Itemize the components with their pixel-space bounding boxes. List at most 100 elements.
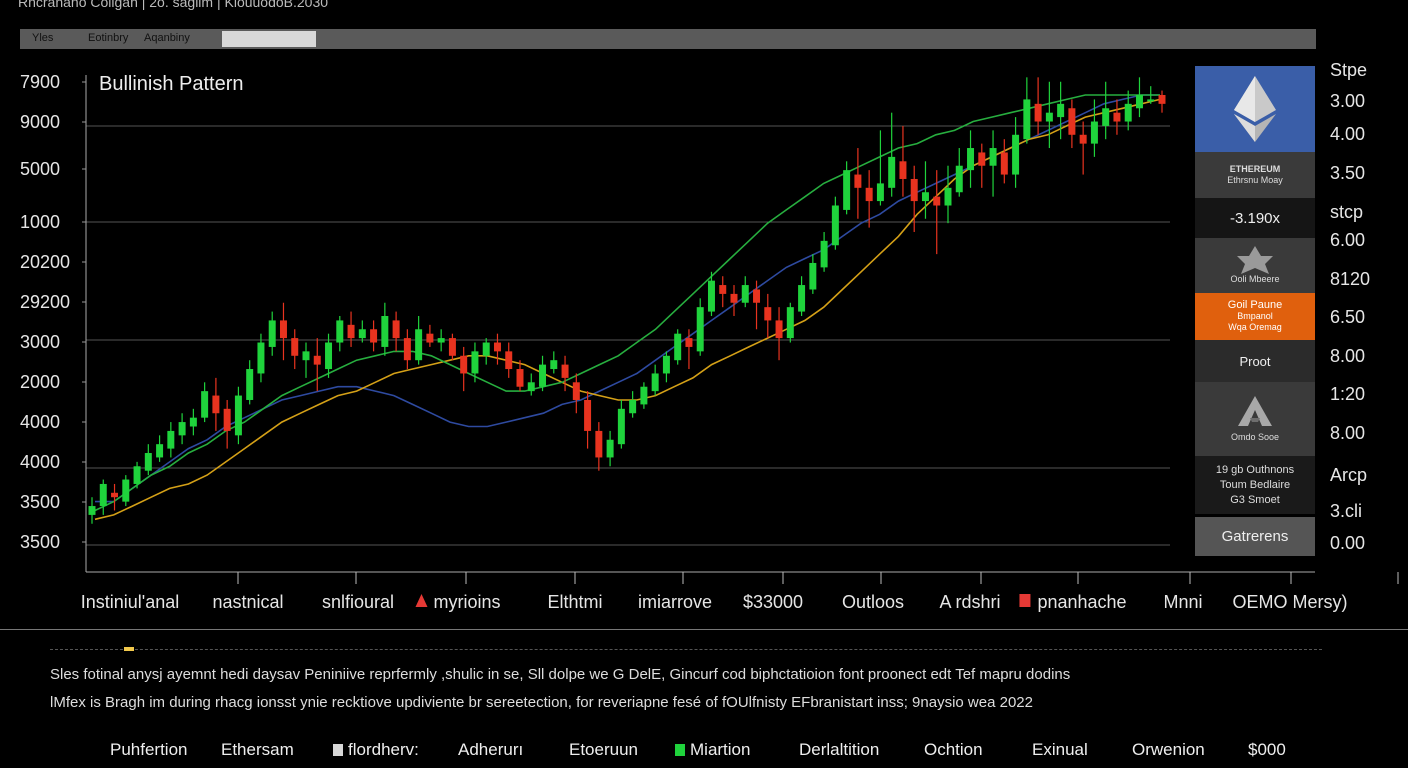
x-marker-triangle [415, 594, 428, 607]
panel-change-box: -3.190x [1195, 198, 1315, 238]
candle-bull [358, 329, 366, 339]
panel-name: ETHEREUM [1229, 164, 1281, 174]
y-tick-label: 9000 [20, 112, 60, 132]
footer-legend-item[interactable]: Exinual [1032, 740, 1088, 760]
candle-bull [178, 422, 186, 436]
candle-bull [741, 285, 749, 303]
x-tick-label: OEMO Mersy) [1233, 592, 1348, 612]
candle-bull [302, 351, 310, 361]
panel-highlight-box[interactable]: Goil Paune Bmpanol Wqa Oremag [1195, 293, 1315, 340]
candle-bear [910, 178, 918, 202]
candle-bull [651, 373, 659, 392]
panel-proot-box[interactable]: Proot [1195, 340, 1315, 382]
candle-bull [1045, 112, 1053, 122]
footer-legend-label: Ochtion [924, 740, 983, 759]
candle-bull [325, 342, 333, 370]
candle-bull [133, 466, 141, 484]
candle-bull [921, 192, 929, 202]
footer-legend-item[interactable]: Miartion [675, 740, 750, 760]
footer-legend-item[interactable]: Ochtion [924, 740, 983, 760]
candle-bear [1034, 103, 1042, 122]
footer-legend-item[interactable]: Derlaltition [799, 740, 879, 760]
candle-bull [674, 333, 682, 361]
candles [88, 77, 1166, 524]
footer-legend-label: Ethersam [221, 740, 294, 759]
ethereum-icon [1234, 76, 1276, 142]
candle-bull [539, 364, 547, 387]
x-tick-label: Elthtmi [547, 592, 602, 612]
panel-name-sub: Ethrsnu Moay [1227, 175, 1283, 185]
panel-name-box: ETHEREUM Ethrsnu Moay [1195, 152, 1315, 198]
candle-bear [347, 324, 355, 339]
panel-star-box[interactable]: Ooli Mbeere [1195, 238, 1315, 293]
candle-bear [1079, 134, 1087, 144]
candle-bear [719, 285, 727, 294]
x-tick-label: imiarrove [638, 592, 712, 612]
candle-bull [944, 187, 952, 206]
candle-bear [685, 338, 693, 347]
y-tick-label: 2000 [20, 372, 60, 392]
candle-bull [550, 360, 558, 370]
footer-legend-label: Exinual [1032, 740, 1088, 759]
footer-legend-item[interactable]: Puhfertion [110, 740, 188, 760]
panel-stats-line1: 19 gb Outhnons [1215, 463, 1295, 476]
panel-logo2-label: Omdo Sooe [1230, 431, 1280, 442]
description-line-1: Sles fotinal anysj ayemnt hedi daysav Pe… [50, 666, 1071, 683]
footer-legend-item[interactable]: $000 [1248, 740, 1286, 760]
panel-stats-box: 19 gb Outhnons Toum Bedlaire G3 Smoet [1195, 456, 1315, 514]
y-tick-label: 1000 [20, 212, 60, 232]
candle-bull [415, 329, 423, 361]
x-axis: Instiniul'anal nastnical snlfioural myrioin… [81, 572, 1399, 612]
header-topline: Rncranano Coligan | 2o. saglim | Kiouuod… [18, 0, 329, 10]
right-axis-label: 6.00 [1330, 230, 1366, 250]
candle-bull [1023, 99, 1031, 140]
candle-bear [1068, 108, 1076, 135]
footer-legend-item[interactable]: Adherurı [458, 740, 523, 760]
candle-bull [1090, 121, 1098, 144]
candle-bear [764, 307, 772, 321]
dashed-divider [50, 649, 1322, 650]
footer-legend-item[interactable]: Ethersam [221, 740, 294, 760]
candle-bear [854, 174, 862, 188]
star-badge-icon [1237, 246, 1273, 274]
slider-indicator[interactable] [124, 647, 134, 651]
legend-swatch [675, 744, 685, 756]
panel-logo-box[interactable] [1195, 66, 1315, 152]
candle-bear [493, 342, 501, 352]
panel-logo2-box[interactable]: Omdo Sooe [1195, 382, 1315, 456]
candle-bull [1057, 103, 1065, 118]
candle-bear [595, 430, 603, 458]
footer-legend-label: Puhfertion [110, 740, 188, 759]
y-tick-label: 5000 [20, 159, 60, 179]
toolbar-search-input[interactable] [222, 31, 316, 47]
footer-legend-label: Adherurı [458, 740, 524, 759]
moving-average-line [94, 94, 1160, 512]
toolbar-item-2[interactable]: Eotinbry [88, 32, 129, 44]
x-tick-label: Mnni [1163, 592, 1202, 612]
chart-title: Bullinish Pattern [99, 73, 244, 95]
toolbar-item-1[interactable]: Yles [32, 32, 54, 44]
candle-bear [561, 364, 569, 378]
candle-bull [1147, 99, 1155, 102]
footer-legend-item[interactable]: Orwenion [1132, 740, 1205, 760]
candle-bull [617, 408, 625, 445]
right-axis-label: 8.00 [1330, 423, 1366, 443]
candle-bull [527, 382, 535, 392]
footer-legend-item[interactable]: Etoeruun [569, 740, 638, 760]
candle-bear [426, 333, 434, 343]
panel-button[interactable]: Gatrerens [1195, 517, 1315, 556]
x-tick-label: Instiniul'anal [81, 592, 180, 612]
right-axis-label: 0.00 [1330, 533, 1366, 553]
candle-bull [876, 183, 884, 202]
candle-bull [888, 156, 896, 188]
footer-legend-item[interactable]: flordherv: [333, 740, 419, 760]
candle-bull [831, 205, 839, 246]
panel-highlight-line1: Goil Paune [1227, 299, 1283, 311]
candle-bear [572, 382, 580, 400]
footer-legend-label: Derlaltition [799, 740, 880, 759]
candle-bull [482, 342, 490, 356]
candle-bull [1102, 108, 1110, 126]
candle-bull [798, 285, 806, 312]
candle-bear [370, 329, 378, 343]
toolbar-item-3[interactable]: Aqanbiny [144, 32, 190, 44]
